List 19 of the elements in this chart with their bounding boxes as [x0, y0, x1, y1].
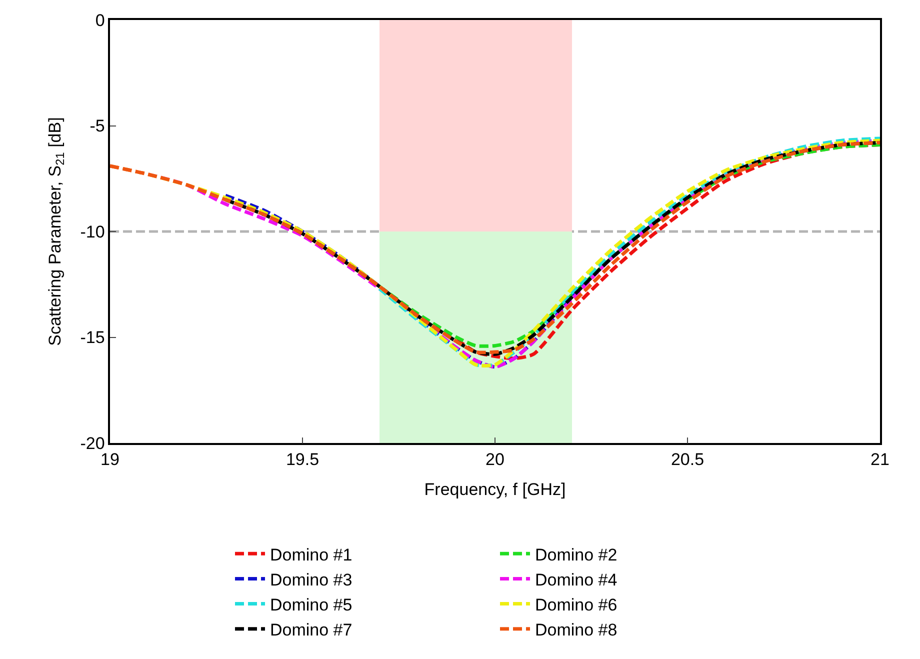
x-axis-title: Frequency, f [GHz]	[424, 480, 566, 500]
legend-label: Domino #5	[270, 595, 352, 614]
legend-label: Domino #8	[535, 620, 618, 640]
legend-label: Domino #6	[535, 595, 618, 614]
x-tick-label: 19	[100, 450, 120, 470]
x-tick-label: 20.5	[670, 450, 704, 470]
x-tick-label: 21	[870, 450, 890, 470]
legend-label: Domino #1	[270, 545, 352, 564]
legend-label: Domino #4	[535, 570, 618, 590]
x-tick-label: 19.5	[286, 450, 320, 470]
y-tick-label: -5	[90, 116, 105, 136]
x-tick-label: 20	[486, 450, 504, 470]
legend-label: Domino #7	[270, 620, 352, 640]
legend-label: Domino #3	[270, 570, 352, 590]
y-tick-label: -20	[80, 434, 105, 453]
y-tick-label: -15	[80, 328, 105, 348]
legend-label: Domino #2	[535, 545, 618, 564]
y-tick-label: 0	[95, 10, 105, 30]
y-tick-label: -10	[80, 222, 105, 242]
